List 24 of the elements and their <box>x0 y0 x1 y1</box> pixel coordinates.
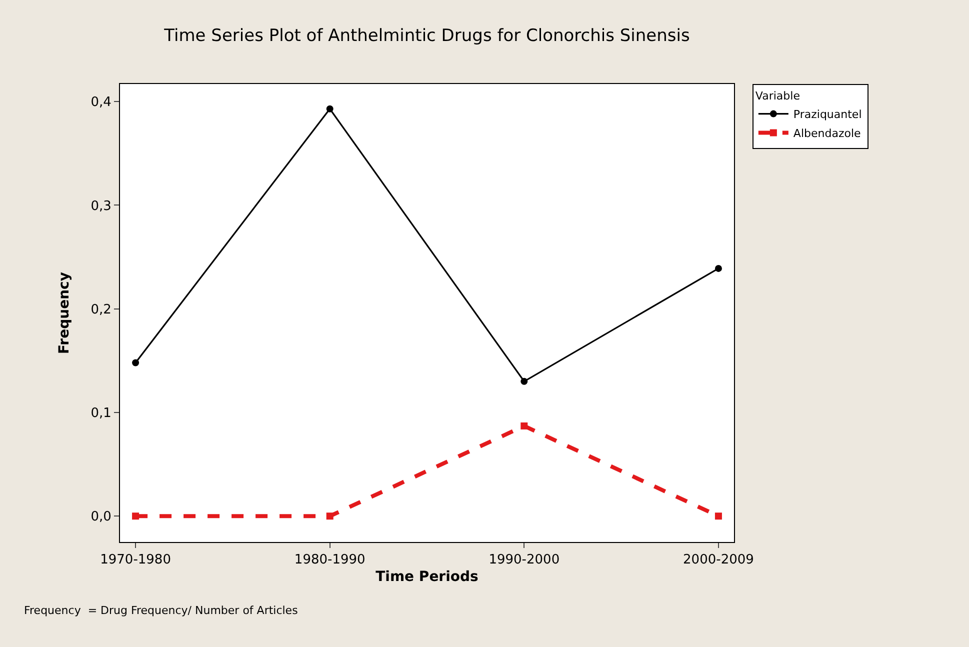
legend-label: Albendazole <box>793 127 862 140</box>
x-axis-title: Time Periods <box>376 568 478 585</box>
point <box>326 512 334 520</box>
x-tick-label: 1970-1980 <box>100 552 171 568</box>
y-tick-label: 0,0 <box>90 510 112 525</box>
point <box>714 512 722 520</box>
text: Frequency = Drug Frequency/ Number of Articles <box>24 604 298 617</box>
y-tick-label: 0,4 <box>90 95 112 110</box>
y-tick-label: 0,1 <box>90 406 112 422</box>
y-tick-label: 0,3 <box>90 198 112 214</box>
chart-title: Time Series Plot of Anthelmintic Drugs for Clonorchis Sinensis <box>163 26 690 46</box>
point <box>520 422 528 430</box>
point <box>326 105 334 112</box>
point <box>520 378 528 385</box>
point <box>132 359 140 366</box>
legend-label: Praziquantel <box>793 108 862 122</box>
y-tick-label: 0,2 <box>90 302 112 318</box>
x-tick-label: 1990-2000 <box>488 552 560 568</box>
x-tick-label: 1980-1990 <box>294 552 366 568</box>
legend-title: Variable <box>755 89 800 102</box>
point <box>132 512 140 520</box>
x-tick-label: 2000-2009 <box>683 552 754 568</box>
y-axis-title: Frequency <box>56 272 72 354</box>
point <box>714 264 722 272</box>
